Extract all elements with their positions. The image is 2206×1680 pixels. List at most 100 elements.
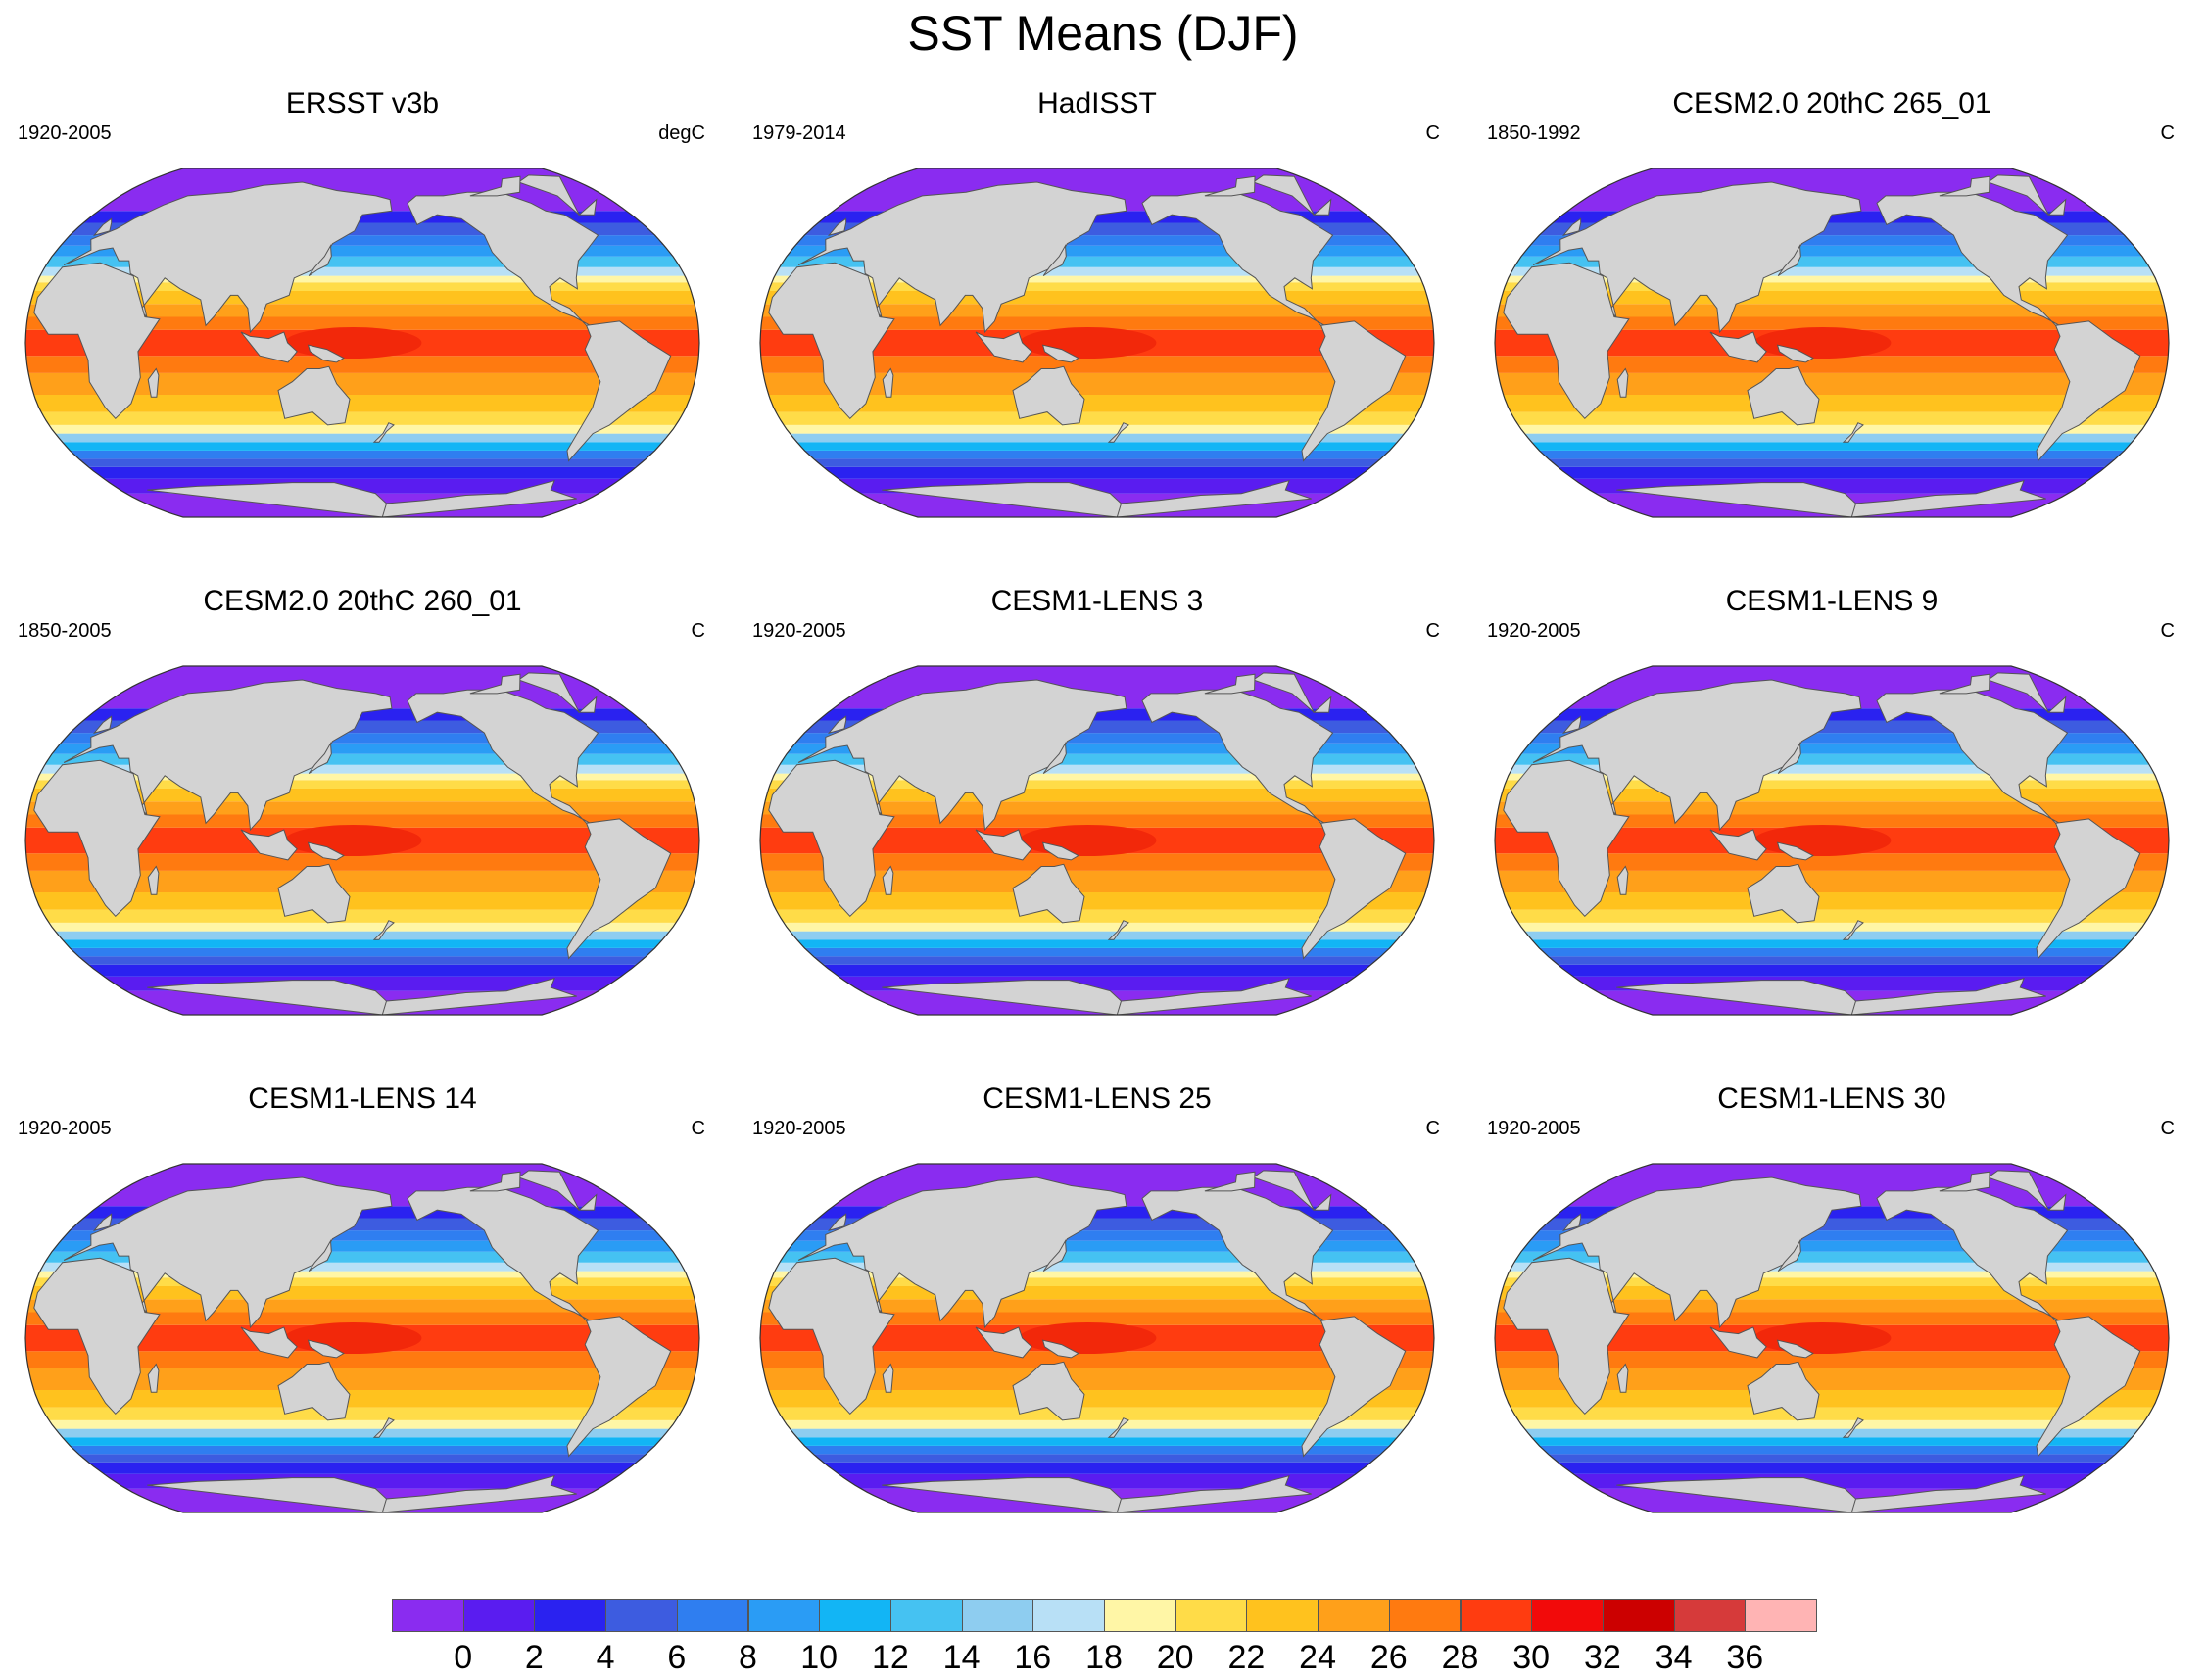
sst-band — [88, 466, 637, 479]
colorbar-tick-label: 0 — [454, 1639, 473, 1676]
sst-band — [763, 1368, 1431, 1390]
sst-band — [33, 892, 692, 910]
sst-band — [823, 964, 1371, 977]
land-antarctica — [882, 977, 1312, 1015]
sst-band — [768, 892, 1426, 910]
sst-band — [55, 433, 670, 443]
panel-title: CESM1-LENS 9 — [1725, 585, 1939, 617]
panel-title: CESM1-LENS 14 — [248, 1082, 477, 1115]
land-australia — [1747, 863, 1820, 924]
panel-units: C — [2160, 122, 2175, 144]
panel-units: C — [1425, 620, 1440, 642]
land-indonesia — [240, 331, 298, 363]
land-namerica — [1141, 689, 1334, 824]
sst-band — [762, 801, 1432, 815]
land-antarctica — [147, 977, 577, 1015]
warm-pool — [1019, 1322, 1157, 1354]
panel-title: ERSST v3b — [285, 87, 440, 120]
land-greenland — [1987, 1170, 2067, 1211]
map-outline — [759, 168, 1435, 518]
land-indonesia — [1709, 331, 1767, 363]
sst-band — [33, 395, 692, 412]
sst-map — [1494, 168, 2170, 518]
warm-pool — [284, 825, 422, 856]
land-newguinea — [307, 841, 345, 861]
colorbar-tick-label: 24 — [1299, 1639, 1336, 1676]
land-nz — [372, 1417, 395, 1438]
sst-band — [27, 304, 697, 317]
sst-band — [1558, 466, 2106, 479]
colorbar-tick-label: 14 — [942, 1639, 981, 1676]
panel-title: HadISST — [1037, 87, 1157, 120]
colorbar-box — [819, 1599, 891, 1632]
sst-band — [762, 304, 1432, 317]
sst-band — [1511, 411, 2153, 425]
land-uk — [827, 1213, 847, 1232]
sst-band — [1503, 1390, 2161, 1408]
land-greenland — [1987, 174, 2067, 216]
land-newguinea — [1776, 344, 1814, 363]
sst-band — [1539, 450, 2125, 459]
sst-band — [1518, 1419, 2145, 1429]
panel-units: C — [691, 620, 705, 642]
panel-period: 1920-2005 — [752, 620, 846, 642]
colorbar-box — [462, 1599, 536, 1632]
land-nz — [1842, 422, 1864, 443]
land-madagascar — [1616, 367, 1629, 398]
colorbar-box — [1745, 1599, 1817, 1632]
warm-pool — [1019, 825, 1157, 856]
panel-title: CESM2.0 20thC 265_01 — [1672, 87, 1991, 120]
sst-band — [796, 442, 1398, 451]
colorbar-tick-label: 18 — [1085, 1639, 1123, 1676]
sst-band — [790, 1428, 1405, 1438]
colorbar-box — [1388, 1599, 1462, 1632]
land-africa — [768, 759, 895, 918]
land-nz — [372, 920, 395, 940]
sst-band — [1518, 922, 2145, 932]
land-samerica — [1301, 1316, 1407, 1458]
colorbar-tick-label: 30 — [1512, 1639, 1551, 1676]
panel-period: 1920-2005 — [752, 1118, 846, 1139]
sst-band — [78, 1454, 647, 1463]
sst-band — [1495, 814, 2169, 828]
sst-band — [1497, 304, 2167, 317]
panel-title: CESM1-LENS 30 — [1717, 1082, 1946, 1115]
sst-band — [33, 1390, 692, 1408]
land-uk — [1561, 1213, 1582, 1232]
land-madagascar — [882, 367, 894, 398]
colorbar — [392, 1599, 1817, 1632]
sst-band — [28, 870, 696, 892]
figure-title: SST Means (DJF) — [907, 6, 1299, 61]
warm-pool — [1019, 327, 1157, 359]
land-antarctica — [1616, 479, 2046, 517]
land-arcticIs — [1939, 175, 1990, 197]
sst-band — [1531, 442, 2133, 451]
land-arcticIs — [469, 1171, 521, 1192]
colorbar-box — [1673, 1599, 1747, 1632]
land-madagascar — [882, 1363, 894, 1393]
land-eurasia — [1532, 679, 1862, 832]
sst-band — [28, 1368, 696, 1390]
land-eurasia — [63, 679, 393, 832]
sst-band — [776, 1407, 1418, 1420]
sst-band — [784, 922, 1411, 932]
sst-band — [768, 395, 1426, 412]
land-japan — [308, 742, 332, 775]
sst-band — [1511, 1407, 2153, 1420]
land-madagascar — [1616, 1363, 1629, 1393]
land-japan — [308, 1239, 332, 1272]
land-japan — [1777, 1239, 1801, 1272]
sst-band — [790, 931, 1405, 940]
colorbar-tick-label: 36 — [1726, 1639, 1764, 1676]
land-australia — [1747, 1361, 1820, 1421]
colorbar-tick-label: 28 — [1441, 1639, 1479, 1676]
land-samerica — [2036, 1316, 2141, 1458]
land-namerica — [1141, 191, 1334, 326]
sst-band — [1548, 956, 2116, 965]
panel-period: 1920-2005 — [18, 122, 112, 144]
sst-band — [25, 814, 699, 828]
panel-title: CESM1-LENS 3 — [990, 585, 1204, 617]
colorbar-tick-label: 20 — [1156, 1639, 1194, 1676]
land-australia — [1747, 365, 1820, 426]
sst-band — [78, 458, 647, 467]
